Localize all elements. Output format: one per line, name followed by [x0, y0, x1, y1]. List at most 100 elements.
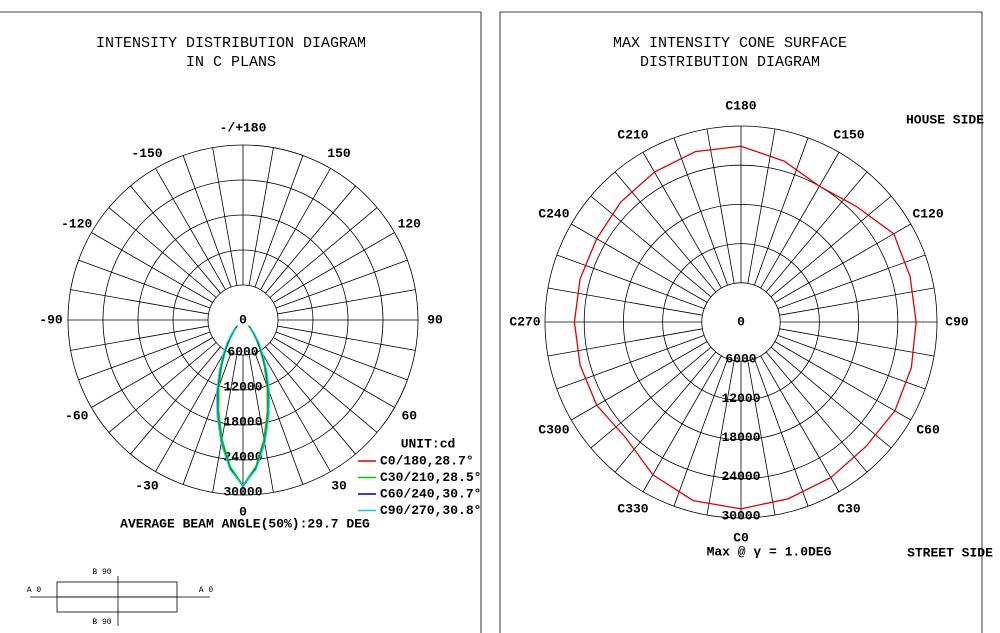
theta-tick-label: 90 — [427, 312, 443, 327]
grid-spoke — [747, 128, 776, 284]
theta-tick-label: 30 — [331, 479, 347, 494]
grid-spoke — [212, 354, 238, 493]
grid-spoke — [70, 325, 209, 351]
grid-spoke — [774, 341, 911, 421]
grid-spoke — [547, 287, 703, 316]
grid-spoke — [614, 351, 717, 473]
r-tick-label: 18000 — [223, 414, 262, 429]
grid-spoke — [642, 355, 722, 492]
grid-spoke — [765, 171, 868, 293]
grid-spoke — [642, 152, 722, 289]
grid-spoke — [706, 128, 735, 284]
grid-spoke — [673, 137, 728, 286]
r-tick-label: 12000 — [721, 391, 760, 406]
r-tick-label: 6000 — [725, 352, 756, 367]
theta-tick-label: -/+180 — [220, 120, 267, 135]
chart-title: INTENSITY DISTRIBUTION DIAGRAM — [96, 35, 366, 52]
grid-spoke — [765, 351, 868, 473]
grid-spoke — [254, 155, 304, 288]
sketch-label: A 0 — [199, 586, 214, 595]
grid-spoke — [182, 352, 232, 485]
r-tick-label: 18000 — [721, 430, 760, 445]
grid-spoke — [747, 360, 776, 516]
grid-spoke — [779, 287, 935, 316]
theta-tick-label: C120 — [912, 206, 943, 221]
sketch-label: A 0 — [27, 586, 42, 595]
grid-spoke — [277, 325, 416, 351]
grid-spoke — [770, 346, 892, 449]
grid-spoke — [277, 289, 416, 315]
grid-spoke — [556, 254, 705, 309]
theta-tick-label: C240 — [538, 206, 569, 221]
grid-spoke — [269, 207, 378, 298]
theta-tick-label: C0 — [733, 530, 749, 545]
grid-spoke — [91, 337, 213, 408]
theta-tick-label: C330 — [617, 501, 648, 516]
grid-spoke — [269, 342, 378, 433]
series-line — [573, 145, 917, 510]
r-tick-label: 6000 — [227, 344, 258, 359]
note: Max @ γ = 1.0DEG — [707, 544, 832, 559]
grid-spoke — [130, 346, 221, 455]
legend-label: C0/180,28.7° — [380, 453, 474, 468]
grid-spoke — [760, 152, 840, 289]
note: AVERAGE BEAM ANGLE(50%):29.7 DEG — [120, 516, 370, 531]
theta-tick-label: C150 — [833, 127, 864, 142]
r-tick-label: 24000 — [223, 449, 262, 464]
grid-spoke — [248, 147, 274, 286]
series-line — [216, 327, 270, 487]
grid-spoke — [78, 259, 211, 309]
theta-tick-label: -150 — [131, 146, 162, 161]
theta-tick-label: C30 — [837, 501, 861, 516]
theta-tick-label: -90 — [39, 312, 63, 327]
theta-tick-label: 120 — [398, 216, 422, 231]
grid-spoke — [212, 147, 238, 286]
grid-spoke — [91, 232, 213, 303]
grid-spoke — [265, 185, 356, 294]
grid-spoke — [673, 358, 728, 507]
grid-spoke — [614, 171, 717, 293]
frames — [0, 11, 983, 633]
grid-spoke — [248, 354, 274, 493]
grid-spoke — [78, 331, 211, 381]
r-tick-label: 0 — [737, 314, 745, 329]
theta-tick-label: C300 — [538, 422, 569, 437]
chart-title: IN C PLANS — [186, 54, 276, 71]
grid-spoke — [590, 195, 712, 298]
grid-spoke — [760, 355, 840, 492]
grid-spoke — [754, 358, 809, 507]
theta-tick-label: -120 — [61, 216, 92, 231]
grid-spoke — [556, 335, 705, 390]
grid-spoke — [108, 342, 217, 433]
grid-spoke — [571, 341, 708, 421]
grid-spoke — [590, 346, 712, 449]
theta-tick-label: -60 — [65, 408, 89, 423]
grid-spoke — [547, 328, 703, 357]
grid-spoke — [777, 335, 926, 390]
grid-spoke — [275, 259, 408, 309]
grid-spoke — [182, 155, 232, 288]
theta-tick-label: -30 — [135, 479, 159, 494]
theta-tick-label: C270 — [509, 314, 540, 329]
side-label: HOUSE SIDE — [906, 112, 984, 127]
chart-title: DISTRIBUTION DIAGRAM — [640, 54, 820, 71]
grid-spoke — [754, 137, 809, 286]
grid-spoke — [275, 331, 408, 381]
sketch-label: B 90 — [92, 568, 111, 577]
r-tick-label: 30000 — [223, 484, 262, 499]
unit-label: UNIT:cd — [401, 436, 456, 451]
grid-spoke — [777, 254, 926, 309]
grid-spoke — [706, 360, 735, 516]
r-tick-label: 0 — [239, 312, 247, 327]
theta-tick-label: C180 — [725, 98, 756, 113]
fixture-sketch: B 90 A 0 A 0 B 90 — [27, 568, 214, 627]
grid-spoke — [70, 289, 209, 315]
chart-title: MAX INTENSITY CONE SURFACE — [613, 35, 847, 52]
grid-spoke — [260, 350, 331, 472]
theta-tick-label: 60 — [401, 408, 417, 423]
grid-spoke — [254, 352, 304, 485]
theta-tick-label: 0 — [239, 504, 247, 519]
sketch-label: B 90 — [92, 618, 111, 627]
theta-tick-label: C60 — [916, 422, 940, 437]
